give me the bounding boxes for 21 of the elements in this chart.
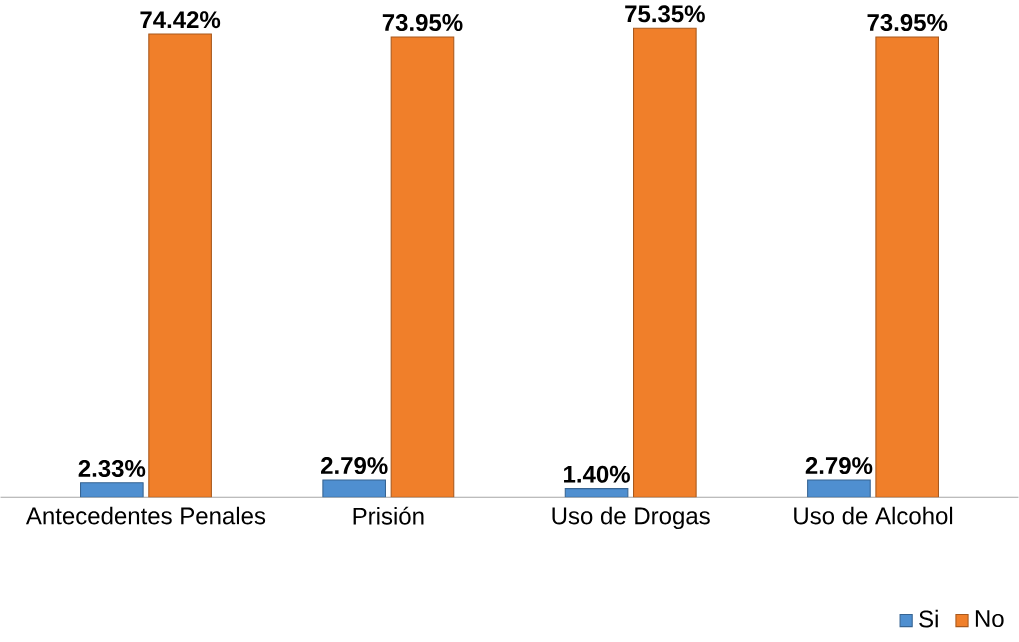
bar — [322, 479, 387, 498]
bar — [148, 33, 212, 498]
x-tick-label: Uso de Alcohol — [794, 506, 953, 525]
data-label: 2.79% — [805, 457, 873, 475]
legend-label: No — [975, 610, 1004, 628]
data-label: 73.95% — [867, 14, 948, 32]
data-label: 73.95% — [382, 14, 463, 32]
bar — [390, 36, 455, 498]
bar — [633, 27, 697, 498]
data-label: 74.42% — [140, 11, 221, 29]
x-tick-label: Prisión — [353, 506, 424, 525]
data-label: 75.35% — [625, 5, 705, 23]
bar — [807, 479, 871, 498]
data-label: 2.33% — [78, 459, 146, 477]
bar — [80, 482, 144, 498]
data-label: 2.79% — [321, 457, 388, 475]
x-tick-label: Uso de Drogas — [552, 506, 710, 530]
legend-label: Si — [919, 609, 938, 628]
bar — [875, 36, 940, 498]
data-label: 1.40% — [564, 465, 630, 483]
x-tick-label: Antecedentes Penales — [25, 506, 266, 525]
